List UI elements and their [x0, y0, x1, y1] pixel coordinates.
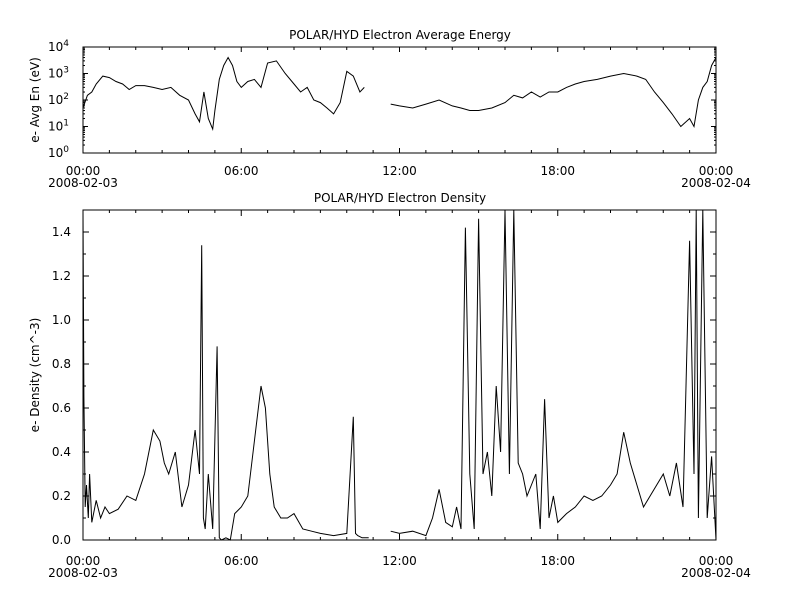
x-tick-label: 12:00 [382, 554, 417, 568]
energy-date-end: 2008-02-04 [681, 176, 751, 190]
energy-ylabel: e- Avg En (eV) [28, 57, 42, 143]
density-panel: POLAR/HYD Electron Density e- Density (c… [28, 191, 751, 580]
y-tick-label: 100 [48, 145, 69, 160]
x-tick-label: 00:00 [66, 164, 101, 178]
y-tick-label: 0.4 [52, 445, 71, 459]
density-x-ticks: 00:00 06:00 12:00 18:00 00:00 [66, 210, 734, 568]
x-tick-label: 00:00 [699, 164, 734, 178]
x-tick-label: 18:00 [540, 554, 575, 568]
x-tick-label: 12:00 [382, 164, 417, 178]
density-series-line [82, 209, 717, 541]
energy-title: POLAR/HYD Electron Average Energy [289, 28, 511, 42]
density-plot-frame [82, 209, 717, 541]
energy-panel: POLAR/HYD Electron Average Energy e- Avg… [28, 28, 751, 190]
y-tick-label: 103 [48, 66, 69, 81]
density-ylabel: e- Density (cm^-3) [28, 318, 42, 433]
density-y-ticks: 0.0 0.2 0.4 0.6 0.8 1.0 1.2 1.4 [52, 209, 716, 547]
y-tick-label: 104 [48, 39, 69, 54]
y-tick-label: 0.0 [52, 533, 71, 547]
energy-y-ticks: 100 101 102 103 104 [48, 39, 716, 160]
y-tick-label: 1.4 [52, 225, 71, 239]
y-tick-label: 0.6 [52, 401, 71, 415]
energy-x-ticks: 00:00 06:00 12:00 18:00 00:00 [66, 47, 734, 178]
energy-plot-frame [82, 46, 717, 154]
x-tick-label: 06:00 [224, 554, 259, 568]
energy-date-start: 2008-02-03 [48, 176, 118, 190]
y-tick-label: 1.0 [52, 313, 71, 327]
y-tick-label: 102 [48, 92, 69, 107]
x-tick-label: 06:00 [224, 164, 259, 178]
x-tick-label: 18:00 [540, 164, 575, 178]
density-date-end: 2008-02-04 [681, 566, 751, 580]
energy-series-line [82, 56, 717, 132]
x-tick-label: 00:00 [699, 554, 734, 568]
y-tick-label: 1.2 [52, 269, 71, 283]
x-tick-label: 00:00 [66, 554, 101, 568]
density-title: POLAR/HYD Electron Density [314, 191, 486, 205]
y-tick-label: 101 [48, 119, 69, 134]
density-date-start: 2008-02-03 [48, 566, 118, 580]
y-tick-label: 0.8 [52, 357, 71, 371]
y-tick-label: 0.2 [52, 489, 71, 503]
